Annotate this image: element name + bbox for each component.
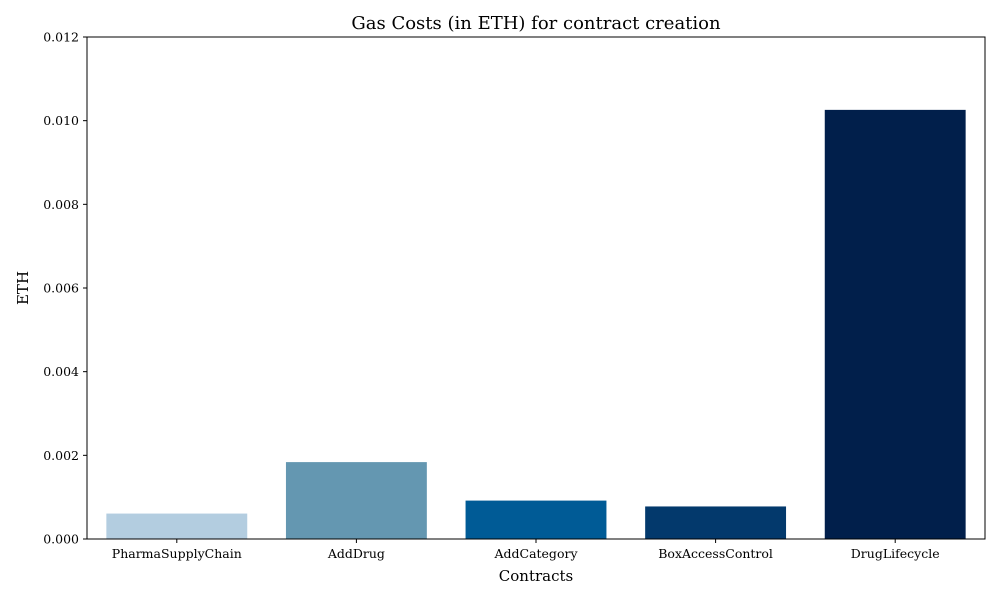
chart-title: Gas Costs (in ETH) for contract creation	[351, 13, 721, 34]
y-tick-label: 0.010	[43, 113, 79, 128]
y-tick-label: 0.012	[43, 30, 79, 45]
bar-AddDrug	[284, 461, 428, 540]
x-tick-label: BoxAccessControl	[658, 546, 773, 561]
y-tick-label: 0.002	[43, 448, 79, 463]
x-axis-label: Contracts	[499, 567, 573, 585]
x-tick-label: PharmaSupplyChain	[112, 546, 242, 561]
y-tick-label: 0.006	[43, 281, 79, 296]
bar-PharmaSupplyChain	[105, 512, 249, 540]
y-tick-label: 0.004	[43, 364, 79, 379]
y-axis-label: ETH	[14, 271, 32, 305]
x-tick-label: AddDrug	[327, 546, 385, 561]
x-tick-label: AddCategory	[493, 546, 578, 561]
x-tick-label: DrugLifecycle	[851, 546, 940, 561]
y-tick-label: 0.000	[43, 532, 79, 547]
bars-group	[105, 108, 967, 540]
x-axis-ticks: PharmaSupplyChain AddDrug AddCategory BoxAc…	[112, 539, 940, 561]
bar-BoxAccessControl	[644, 505, 788, 540]
bar-DrugLifecycle	[823, 108, 967, 540]
bar-AddCategory	[464, 499, 608, 540]
plot-frame	[86, 36, 986, 540]
y-tick-label: 0.008	[43, 197, 79, 212]
y-axis-ticks: 0.000 0.002 0.004 0.006 0.008 0.010 0.012	[43, 30, 87, 547]
